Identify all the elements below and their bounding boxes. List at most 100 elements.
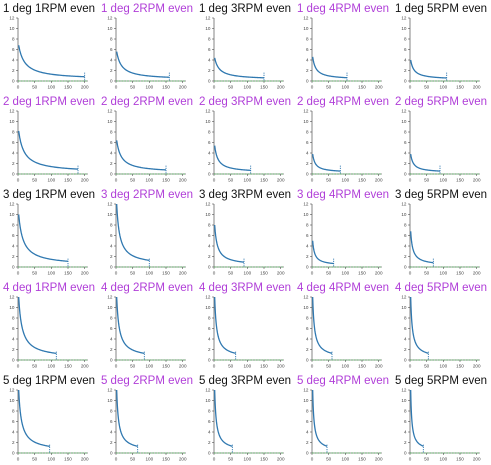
x-tick-label: 0	[409, 85, 412, 90]
x-tick-label: 0	[311, 178, 314, 183]
y-tick-label: 8	[404, 37, 407, 42]
y-tick-label: 8	[208, 37, 211, 42]
x-tick-label: 50	[424, 271, 430, 276]
y-tick-label: 0	[306, 172, 309, 177]
y-tick-label: 12	[205, 202, 211, 207]
y-tick-label: 6	[404, 233, 407, 238]
y-tick-label: 2	[110, 161, 113, 166]
y-tick-label: 8	[110, 37, 113, 42]
y-tick-label: 12	[107, 388, 113, 393]
subplot-chart: 0 2 4 6 8 10 12 0 50 100 150 200	[107, 295, 187, 369]
x-tick-label: 150	[260, 271, 268, 276]
x-tick-label: 100	[439, 364, 447, 369]
subplot-chart: 0 2 4 6 8 10 12 0 50 100 150 200	[205, 109, 285, 183]
y-tick-label: 4	[306, 58, 309, 63]
y-tick-label: 0	[404, 79, 407, 84]
subplot-title: 5 deg 2RPM even	[100, 375, 194, 387]
x-tick-label: 50	[228, 364, 234, 369]
y-tick-label: 10	[401, 212, 407, 217]
subplot-chart: 0 2 4 6 8 10 12 0 50 100 150 200	[107, 388, 187, 462]
series-line	[312, 296, 333, 354]
y-tick-label: 2	[110, 347, 113, 352]
y-tick-label: 6	[110, 140, 113, 145]
subplot-chart: 0 2 4 6 8 10 12 0 50 100 150 200	[401, 388, 481, 462]
y-tick-label: 10	[303, 398, 309, 403]
y-tick-label: 2	[404, 161, 407, 166]
x-tick-label: 200	[179, 457, 187, 462]
y-tick-label: 4	[110, 244, 113, 249]
x-tick-label: 50	[228, 457, 234, 462]
y-tick-label: 10	[9, 212, 15, 217]
y-tick-label: 0	[306, 265, 309, 270]
subplot: 3 deg 1RPM even 0 2 4 6 8 10 12 0 50 100 150 200	[0, 186, 98, 279]
y-tick-label: 10	[9, 119, 15, 124]
y-tick-label: 10	[107, 212, 113, 217]
subplot-title: 5 deg 1RPM even	[2, 375, 96, 387]
x-tick-label: 50	[326, 178, 332, 183]
y-tick-label: 0	[306, 358, 309, 363]
x-tick-label: 0	[17, 85, 20, 90]
y-tick-label: 6	[12, 326, 15, 331]
x-tick-label: 100	[145, 85, 153, 90]
x-tick-label: 0	[311, 457, 314, 462]
x-tick-label: 200	[375, 85, 383, 90]
subplot: 1 deg 3RPM even 0 2 4 6 8 10 12 0 50 100 150 200	[196, 0, 294, 93]
y-tick-label: 8	[110, 130, 113, 135]
x-tick-label: 150	[260, 178, 268, 183]
y-tick-label: 4	[110, 430, 113, 435]
x-tick-label: 200	[277, 271, 285, 276]
y-tick-label: 2	[404, 254, 407, 259]
subplot-title: 4 deg 4RPM even	[296, 282, 390, 294]
subplot: 4 deg 2RPM even 0 2 4 6 8 10 12 0 50 100 150 200	[98, 279, 196, 372]
x-tick-label: 100	[341, 457, 349, 462]
x-tick-label: 0	[115, 364, 118, 369]
x-tick-label: 100	[47, 457, 55, 462]
x-tick-label: 100	[145, 271, 153, 276]
subplot-title: 3 deg 5RPM even	[394, 189, 488, 201]
subplot: 5 deg 5RPM even 0 2 4 6 8 10 12 0 50 100 150 200	[392, 372, 490, 465]
y-tick-label: 10	[205, 212, 211, 217]
x-tick-label: 200	[473, 271, 481, 276]
y-tick-label: 2	[208, 161, 211, 166]
x-tick-label: 100	[341, 364, 349, 369]
x-tick-label: 100	[47, 85, 55, 90]
x-tick-label: 200	[473, 85, 481, 90]
y-tick-label: 10	[303, 26, 309, 31]
y-tick-label: 4	[306, 151, 309, 156]
x-tick-label: 50	[130, 457, 136, 462]
y-tick-label: 12	[401, 202, 407, 207]
y-tick-label: 12	[9, 109, 15, 114]
y-tick-label: 10	[401, 305, 407, 310]
y-tick-label: 10	[303, 119, 309, 124]
y-tick-label: 0	[208, 358, 211, 363]
y-tick-label: 6	[306, 233, 309, 238]
subplot-title: 4 deg 2RPM even	[100, 282, 194, 294]
y-tick-label: 6	[110, 326, 113, 331]
x-tick-label: 200	[277, 457, 285, 462]
y-tick-label: 6	[12, 233, 15, 238]
x-tick-label: 100	[145, 364, 153, 369]
x-tick-label: 200	[473, 457, 481, 462]
subplot-chart: 0 2 4 6 8 10 12 0 50 100 150 200	[205, 16, 285, 90]
series-line	[312, 240, 334, 265]
x-tick-label: 150	[358, 85, 366, 90]
y-tick-label: 0	[12, 451, 15, 456]
x-tick-label: 150	[64, 178, 72, 183]
y-tick-label: 4	[208, 430, 211, 435]
y-tick-label: 4	[404, 151, 407, 156]
y-tick-label: 4	[306, 337, 309, 342]
series-line	[410, 59, 447, 79]
y-tick-label: 4	[12, 244, 15, 249]
y-tick-label: 6	[110, 419, 113, 424]
y-tick-label: 8	[208, 316, 211, 321]
x-tick-label: 150	[64, 271, 72, 276]
y-tick-label: 8	[404, 223, 407, 228]
y-tick-label: 8	[110, 409, 113, 414]
subplot-chart: 0 2 4 6 8 10 12 0 50 100 150 200	[401, 16, 481, 90]
x-tick-label: 150	[162, 271, 170, 276]
x-tick-label: 50	[228, 178, 234, 183]
subplot-chart: 0 2 4 6 8 10 12 0 50 100 150 200	[107, 16, 187, 90]
x-tick-label: 0	[409, 271, 412, 276]
series-line	[214, 296, 236, 354]
x-tick-label: 50	[424, 178, 430, 183]
